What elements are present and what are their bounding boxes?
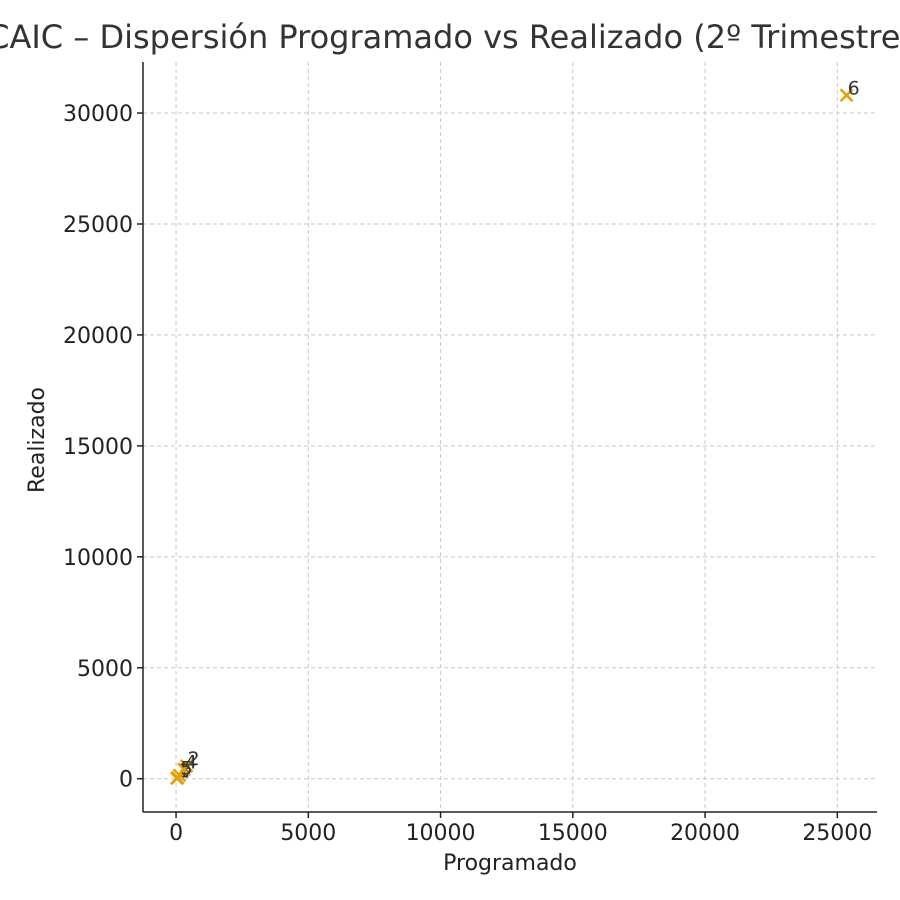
data-point: 5: [172, 757, 193, 783]
y-tick-label: 10000: [63, 546, 133, 571]
x-tick-label: 25000: [802, 821, 872, 846]
x-tick-label: 0: [169, 821, 183, 846]
data-point: 6: [839, 77, 860, 103]
y-tick-label: 30000: [63, 102, 133, 127]
x-tick-label: 5000: [280, 821, 336, 846]
y-tick-label: 15000: [63, 435, 133, 460]
x-axis-label: Programado: [443, 851, 577, 876]
y-tick-label: 20000: [63, 324, 133, 349]
point-label: 4: [185, 751, 197, 773]
data-points: 123456: [169, 77, 860, 786]
y-tick-label: 0: [119, 768, 133, 793]
point-marker: [839, 88, 854, 103]
point-marker: [172, 768, 187, 783]
x-tick-label: 20000: [670, 821, 740, 846]
y-tick-labels: 0 5000 10000 15000 20000 25000 30000: [63, 102, 143, 793]
chart-title: CAIC – Dispersión Programado vs Realizad…: [0, 18, 900, 56]
x-tick-label: 10000: [406, 821, 476, 846]
y-tick-label: 5000: [77, 657, 133, 682]
axes: [142, 62, 877, 813]
y-axis-label: Realizado: [25, 387, 50, 493]
grid: [143, 62, 877, 812]
point-label: 5: [181, 757, 193, 779]
x-tick-labels: 0 5000 10000 15000 20000 25000: [169, 812, 872, 846]
point-label: 6: [848, 77, 860, 99]
x-tick-label: 15000: [538, 821, 608, 846]
y-tick-label: 25000: [63, 213, 133, 238]
